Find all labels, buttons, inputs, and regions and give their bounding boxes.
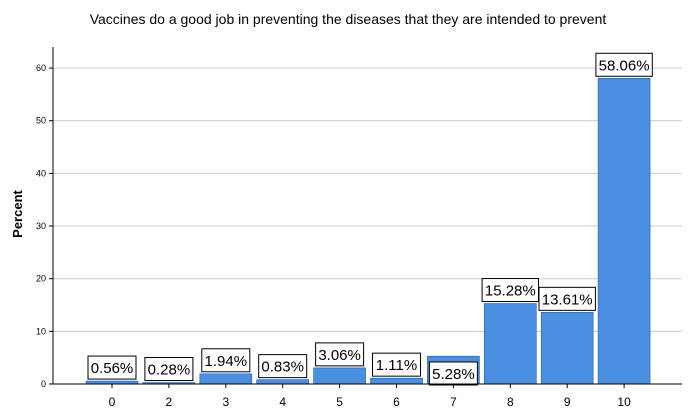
y-tick-label: 50	[36, 116, 46, 126]
data-label-box	[144, 357, 194, 382]
y-tick-label: 60	[36, 63, 46, 73]
x-tick-label: 9	[564, 395, 571, 409]
data-label: 1.11%	[376, 357, 417, 374]
x-tick-label: 5	[336, 395, 343, 409]
data-label: 0.83%	[261, 359, 304, 376]
bar	[540, 312, 594, 385]
x-tick-label: 10	[617, 395, 631, 409]
x-tick-label: 0	[109, 395, 116, 409]
data-label-box	[538, 286, 596, 311]
x-tick-label: 6	[393, 395, 400, 409]
data-label-box	[481, 278, 540, 303]
bar	[483, 303, 537, 385]
x-tick-label: 4	[279, 395, 286, 409]
x-tick-label: 2	[166, 395, 173, 409]
data-label: 5.28%	[432, 366, 475, 383]
y-axis-label: Percent	[10, 189, 25, 237]
data-label-box	[258, 354, 308, 379]
bar	[597, 77, 651, 385]
data-label: 1.94%	[205, 353, 248, 370]
axes: 0 10 20 30 40 50 60 0 2 3 4 5 6 7 8 9 10	[36, 47, 682, 409]
data-label: 58.06%	[599, 57, 650, 74]
bar	[370, 377, 423, 385]
y-tick-label: 0	[41, 379, 46, 389]
chart-title: Vaccines do a good job in preventing the…	[90, 11, 607, 27]
data-labels: 0.56% 0.28% 1.94% 0.83% 3.06% 1.11% 5.28% 15.28…	[87, 52, 653, 386]
bar	[313, 367, 366, 385]
y-tick-label: 40	[36, 168, 46, 178]
data-label: 13.61%	[542, 291, 593, 308]
x-tick-label: 7	[450, 395, 457, 409]
y-tick-label: 20	[36, 274, 46, 284]
x-tick-label: 8	[507, 395, 514, 409]
data-label-box	[87, 355, 137, 380]
data-label: 15.28%	[485, 283, 536, 300]
data-label-box	[372, 352, 421, 377]
data-label: 0.56%	[91, 360, 134, 377]
data-label-box	[201, 348, 251, 373]
y-tick-label: 10	[36, 326, 46, 336]
bars	[85, 77, 651, 385]
data-label-box	[595, 52, 653, 77]
bar	[256, 379, 310, 385]
bar	[199, 373, 253, 385]
data-label-box	[315, 342, 365, 367]
data-label: 0.28%	[148, 362, 191, 379]
x-tick-label: 3	[222, 395, 229, 409]
data-label: 3.06%	[318, 347, 361, 364]
y-tick-label: 30	[36, 221, 46, 231]
